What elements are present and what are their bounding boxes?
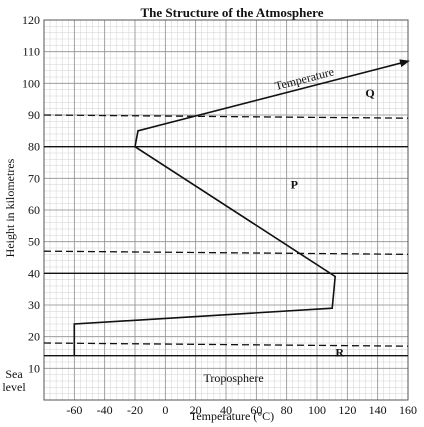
- dashed-boundary: [43, 250, 409, 255]
- x-tick-label: 0: [162, 403, 168, 417]
- annotation-P: P: [291, 178, 298, 192]
- x-tick-label: 20: [190, 403, 202, 417]
- y-tick-label: 50: [28, 235, 40, 249]
- y-tick-label: 70: [28, 171, 40, 185]
- y-tick-label: 20: [28, 330, 40, 344]
- y-tick-label: 40: [28, 266, 40, 280]
- y-tick-labels: 10 20 30 40 50 60 70 80 90 100 110 120: [22, 13, 40, 375]
- x-tick-label: 40: [220, 403, 232, 417]
- x-tick-label: 140: [369, 403, 387, 417]
- region-annotations: Q P R Troposphere: [203, 86, 374, 385]
- annotation-R: R: [335, 346, 344, 360]
- temperature-line: [73, 59, 410, 356]
- y-tick-label: 30: [28, 298, 40, 312]
- y-tick-label: 10: [28, 361, 40, 375]
- y-tick-label: 100: [22, 76, 40, 90]
- x-tick-label: 100: [308, 403, 326, 417]
- x-tick-label: 80: [281, 403, 293, 417]
- y-tick-label: 120: [22, 13, 40, 27]
- x-tick-label: -60: [66, 403, 82, 417]
- x-tick-label: -20: [127, 403, 143, 417]
- x-tick-label: 160: [399, 403, 417, 417]
- y-tick-label: 80: [28, 140, 40, 154]
- x-tick-labels: -60 -40 -20 0 20 40 60 80 100 120 140 160: [66, 403, 417, 417]
- y-tick-label: 90: [28, 108, 40, 122]
- dashed-boundary: [43, 342, 409, 347]
- y-tick-label: 110: [22, 45, 40, 59]
- annotation-troposphere: Troposphere: [203, 371, 263, 385]
- series-name-label: Temperature: [273, 64, 335, 93]
- y-tick-label: 60: [28, 203, 40, 217]
- chart-title: The Structure of the Atmosphere: [141, 5, 324, 20]
- annotation-Q: Q: [365, 86, 374, 100]
- dashed-boundary: [43, 114, 409, 119]
- layer-boundaries: [43, 114, 409, 357]
- plot-frame: [43, 19, 409, 401]
- sea-level-label-line2: level: [2, 380, 26, 394]
- x-axis-label: Temperature (°C): [190, 409, 274, 423]
- x-tick-label: -40: [97, 403, 113, 417]
- x-tick-label: 60: [250, 403, 262, 417]
- chart-labels: The Structure of the Atmosphere Temperat…: [2, 5, 323, 423]
- x-tick-label: 120: [338, 403, 356, 417]
- y-axis-label: Height in kilometres: [3, 158, 17, 257]
- sea-level-label-line1: Sea: [5, 367, 23, 381]
